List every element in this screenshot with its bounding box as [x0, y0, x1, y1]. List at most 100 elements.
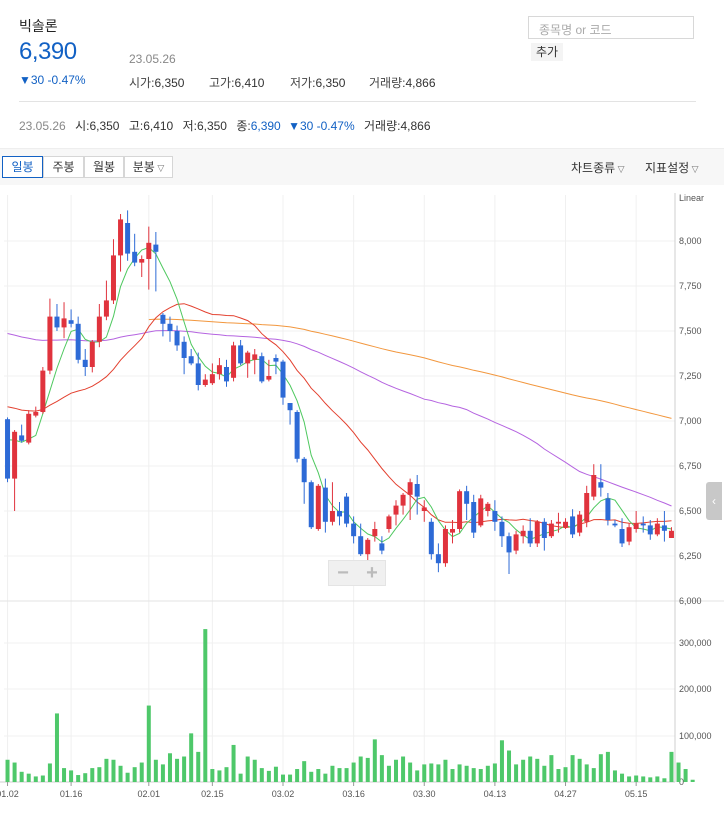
volume-bar [118, 765, 123, 782]
candle-body [33, 412, 39, 416]
search-input[interactable]: 종목명 or 코드 [528, 16, 694, 39]
volume-bar [302, 761, 307, 782]
candle-body [68, 320, 74, 324]
volume-bar [217, 770, 222, 782]
volume-bar [676, 762, 681, 782]
volume-value: 4,866 [405, 76, 436, 90]
candle-body [548, 523, 554, 537]
volume-bar [620, 773, 625, 782]
volume-bar [556, 769, 561, 782]
volume-bar [528, 756, 533, 782]
volume-bar [167, 753, 172, 782]
candle-body [591, 475, 597, 497]
volume-bar [47, 763, 52, 782]
candle-body [612, 523, 618, 526]
candle-body [492, 511, 498, 522]
candle-body [12, 431, 18, 479]
volume-bar [69, 770, 74, 782]
side-panel-toggle[interactable]: ‹ [706, 482, 722, 520]
quote-date: 23.05.26 [129, 52, 176, 66]
volume-bar [146, 705, 151, 782]
volume-bar [485, 765, 490, 782]
tab-minute[interactable]: 분봉 ▽ [124, 156, 173, 178]
volume-bar [563, 767, 568, 782]
volume-bar [577, 758, 582, 782]
tab-daily[interactable]: 일봉 [2, 156, 43, 178]
zoom-in-button[interactable]: + [366, 562, 378, 584]
volume-bar [514, 764, 519, 782]
candle-body [61, 318, 67, 328]
candle-body [245, 352, 251, 364]
candle-body [520, 530, 526, 537]
candle-body [231, 345, 237, 378]
candle-body [181, 341, 187, 358]
volume-bar [54, 713, 59, 782]
open-value: 6,350 [154, 76, 185, 90]
candle-body [280, 361, 286, 398]
indicator-menu[interactable]: 지표설정 ▽ [645, 159, 699, 176]
info-volume: 4,866 [400, 119, 431, 133]
info-high-label: 고: [128, 119, 144, 133]
candle-body [259, 356, 265, 382]
volume-bar [189, 733, 194, 782]
tab-minute-label: 분봉 [132, 160, 155, 174]
candle-body [125, 223, 131, 254]
candle-body [19, 435, 25, 441]
volume-tick-label: 0 [679, 777, 684, 787]
stock-chart[interactable]: Linear 8,000 7,750 7,500 7,250 7,000 6,750 6,50… [0, 185, 724, 813]
x-tick-label: 04.27 [554, 789, 577, 799]
candle-body [266, 376, 272, 380]
tab-weekly[interactable]: 주봉 [43, 156, 84, 178]
volume-bar [457, 764, 462, 782]
candle-body [26, 413, 32, 443]
candle-body [457, 491, 463, 529]
volume-bar [273, 766, 278, 782]
chart-type-menu[interactable]: 차트종류 ▽ [571, 159, 625, 176]
volume-bar [669, 751, 674, 782]
price-tick-label: 7,750 [679, 281, 702, 291]
candle-body [167, 323, 173, 331]
candle-body [499, 521, 505, 537]
price-tick-label: 7,000 [679, 416, 702, 426]
volume-bar [203, 629, 208, 782]
candle-body [372, 529, 378, 537]
volume-bar [379, 755, 384, 782]
volume-bar [309, 771, 314, 782]
candle-body [668, 530, 674, 538]
candle-body [238, 345, 244, 364]
candle-body [54, 316, 60, 328]
volume-bar [280, 774, 285, 782]
candle-body [287, 403, 293, 411]
volume-bar [478, 769, 483, 782]
candle-body [605, 498, 611, 520]
volume-label: 거래량 [369, 76, 403, 90]
candle-body [619, 529, 625, 544]
volume-bar [5, 759, 10, 782]
zoom-out-button[interactable]: − [337, 562, 349, 584]
candle-body [534, 521, 540, 544]
ma20-line [7, 303, 672, 529]
volume-bar [443, 759, 448, 782]
add-button[interactable]: 추가 [531, 43, 563, 61]
volume-bar [33, 776, 38, 782]
volume-bar [175, 758, 180, 782]
candle-body [118, 219, 124, 256]
candle-body [400, 494, 406, 506]
info-change: ▼30 -0.47% [288, 119, 355, 133]
open-field: 시가:6,350 [129, 76, 185, 90]
volume-bar [655, 776, 660, 782]
x-tick-label: 02.15 [201, 789, 224, 799]
candle-body [47, 316, 53, 371]
candle-body [132, 251, 138, 263]
candle-body [139, 259, 145, 263]
volume-bar [351, 762, 356, 782]
tab-monthly[interactable]: 월봉 [84, 156, 124, 178]
chart-svg[interactable]: Linear 8,000 7,750 7,500 7,250 7,000 6,750 6,50… [0, 185, 724, 813]
price-tick-label: 7,500 [679, 326, 702, 336]
x-tick-label: 02.01 [138, 789, 161, 799]
candle-body [450, 529, 456, 533]
volume-bar [104, 758, 109, 782]
candle-body [89, 341, 95, 367]
volume-bar [598, 754, 603, 782]
volume-tick-label: 300,000 [679, 638, 712, 648]
